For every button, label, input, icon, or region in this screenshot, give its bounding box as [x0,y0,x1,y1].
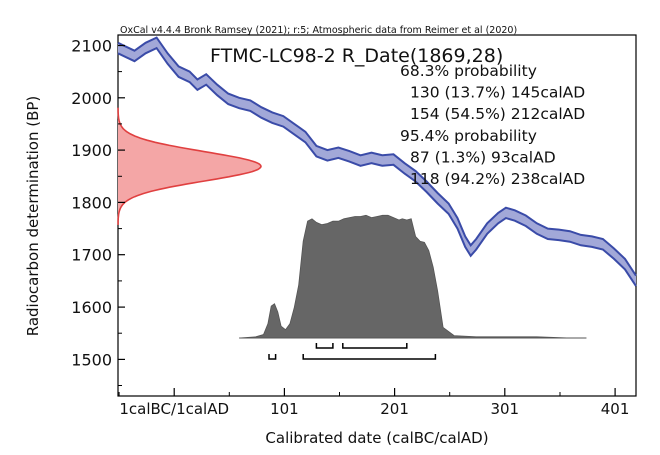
x-tick-label: 301 [490,400,519,418]
axes-layer: 1500 1600 1700 1800 1900 2000 2100 1calBC/1calA… [71,37,629,419]
radiocarbon-distribution-layer [117,107,262,225]
y-axis-label: Radiocarbon determination (BP) [24,96,42,337]
probability-annotation: 154 (54.5%) 212calAD [410,105,585,123]
x-tick-label: 101 [270,400,299,418]
x-tick-label: 401 [601,400,630,418]
y-tick-label: 1500 [71,350,112,369]
probability-annotation: 68.3% probability [400,62,537,80]
y-tick-label: 1700 [71,246,112,265]
radiocarbon-distribution-outline [117,107,262,225]
calibrated-distribution-layer [239,214,587,339]
range-68-bracket [342,343,408,349]
calibration-curve-band [118,37,636,287]
chart-title: FTMC-LC98-2 R_Date(1869,28) [210,45,503,67]
y-tick-label: 1900 [71,141,112,160]
radiocarbon-distribution-fill [118,107,261,225]
probability-annotation: 95.4% probability [400,127,537,145]
probability-annotations: 68.3% probability 130 (13.7%) 145calAD 154… [400,62,585,188]
probability-annotation: 118 (94.2%) 238calAD [410,170,585,188]
probability-annotation: 130 (13.7%) 145calAD [410,84,585,102]
range-brackets-layer [268,343,437,360]
x-tick-label: 1calBC/1calAD [119,400,229,418]
x-axis-label: Calibrated date (calBC/calAD) [265,429,488,447]
x-tick-label: 201 [380,400,409,418]
calibrated-distribution [239,214,587,339]
y-tick-label: 2000 [71,89,112,108]
chart-header: OxCal v4.4.4 Bronk Ramsey (2021); r:5; A… [120,25,517,36]
y-tick-label: 2100 [71,37,112,56]
range-95-bracket [302,354,437,360]
calibration-curve-upper-edge [117,36,637,277]
calibration-curve-layer [117,36,637,287]
y-tick-label: 1800 [71,193,112,212]
y-tick-label: 1600 [71,298,112,317]
range-95-bracket [268,354,277,360]
calibration-curve-lower-edge [117,46,637,287]
range-68-bracket [315,343,334,349]
probability-annotation: 87 (1.3%) 93calAD [410,148,556,166]
